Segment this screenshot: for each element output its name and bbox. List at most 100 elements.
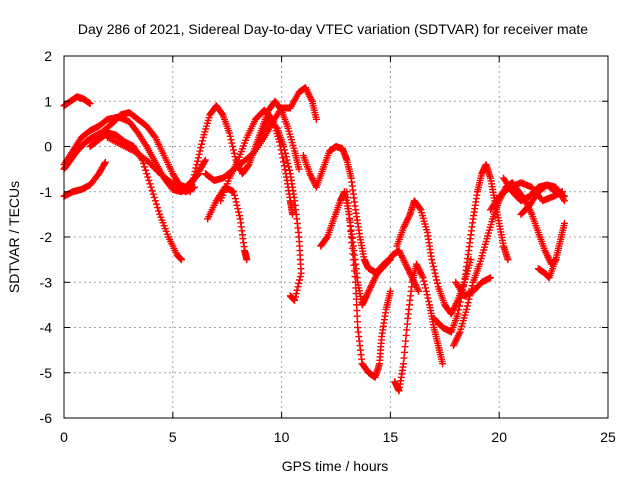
data-point (225, 129, 233, 137)
data-point (486, 274, 494, 282)
data-point (296, 276, 304, 284)
data-point (280, 158, 288, 166)
data-point (432, 273, 440, 281)
data-point (234, 205, 242, 213)
data-point (148, 187, 156, 195)
data-point (295, 165, 303, 173)
data-point (142, 166, 150, 174)
data-point (433, 276, 441, 284)
data-point (149, 190, 157, 198)
data-point (278, 150, 286, 158)
data-point (141, 163, 149, 171)
data-point (198, 137, 206, 145)
data-point (189, 174, 197, 182)
data-point (201, 156, 209, 164)
series-sat-n (343, 188, 394, 381)
data-point (421, 281, 429, 289)
data-point (152, 200, 160, 208)
data-point (193, 161, 201, 169)
data-point (420, 277, 428, 285)
series-sat-l (299, 143, 423, 295)
series-sat-c (60, 113, 209, 196)
data-point (154, 204, 162, 212)
data-point (294, 283, 302, 291)
series-sat-o (391, 260, 447, 395)
data-point (295, 279, 303, 287)
data-point (192, 164, 200, 172)
y-tick-label: -5 (40, 365, 53, 381)
data-point (292, 290, 300, 298)
data-point (144, 173, 152, 181)
grid-lines (64, 56, 608, 418)
data-point (281, 166, 289, 174)
data-point (195, 150, 203, 158)
data-point (151, 197, 159, 205)
data-point (230, 188, 238, 196)
data-point (145, 176, 153, 184)
data-point (194, 154, 202, 162)
data-point (463, 305, 471, 313)
data-point (232, 198, 240, 206)
data-point (143, 170, 151, 178)
data-point (189, 178, 197, 186)
data-point (155, 207, 163, 215)
series-sat-f (104, 133, 199, 196)
data-point (286, 292, 294, 300)
data-point (235, 212, 243, 220)
data-point (194, 157, 202, 165)
data-point (433, 279, 441, 287)
data-point (196, 147, 204, 155)
data-point (243, 256, 251, 264)
data-point (197, 144, 205, 152)
data-point (312, 115, 320, 123)
x-tick-labels: 0 5 10 15 20 25 (60, 429, 616, 445)
y-tick-label: -3 (40, 274, 53, 290)
data-point (415, 287, 423, 295)
data-point (188, 181, 196, 189)
data-point (186, 188, 194, 196)
data-point (454, 310, 462, 318)
series-sat-v (534, 219, 568, 282)
x-tick-label: 25 (600, 429, 616, 445)
data-point (428, 256, 436, 264)
data-point (416, 205, 424, 213)
data-point (284, 159, 292, 167)
data-point (227, 136, 235, 144)
data-point (293, 286, 301, 294)
data-point (231, 191, 239, 199)
y-tick-label: -6 (40, 410, 53, 426)
data-point (467, 256, 475, 264)
data-point (423, 291, 431, 299)
data-point (560, 219, 568, 227)
data-point (150, 193, 158, 201)
data-point (275, 138, 283, 146)
data-point (191, 167, 199, 175)
data-point (101, 160, 109, 168)
y-axis-label: SDTVAR / TECUs (6, 181, 22, 293)
data-point (455, 302, 463, 310)
data-point (463, 302, 471, 310)
data-point (147, 183, 155, 191)
series-sat-w (517, 181, 568, 218)
data-point (233, 201, 241, 209)
x-tick-label: 15 (383, 429, 399, 445)
data-point (244, 162, 252, 170)
x-tick-label: 5 (169, 429, 177, 445)
y-tick-label: -4 (40, 320, 53, 336)
data-point (504, 256, 512, 264)
data-point (439, 360, 447, 368)
data-point (322, 234, 330, 242)
data-point (190, 171, 198, 179)
data-point (198, 140, 206, 148)
data-point (285, 163, 293, 171)
data-point (455, 306, 463, 314)
data-point (425, 297, 433, 305)
y-tick-label: -1 (40, 184, 53, 200)
data-point (150, 132, 158, 140)
y-tick-label: 0 (44, 139, 52, 155)
data-point (430, 266, 438, 274)
data-point (86, 100, 94, 108)
data-point (297, 269, 305, 277)
data-point (424, 294, 432, 302)
y-tick-label: 1 (44, 93, 52, 109)
